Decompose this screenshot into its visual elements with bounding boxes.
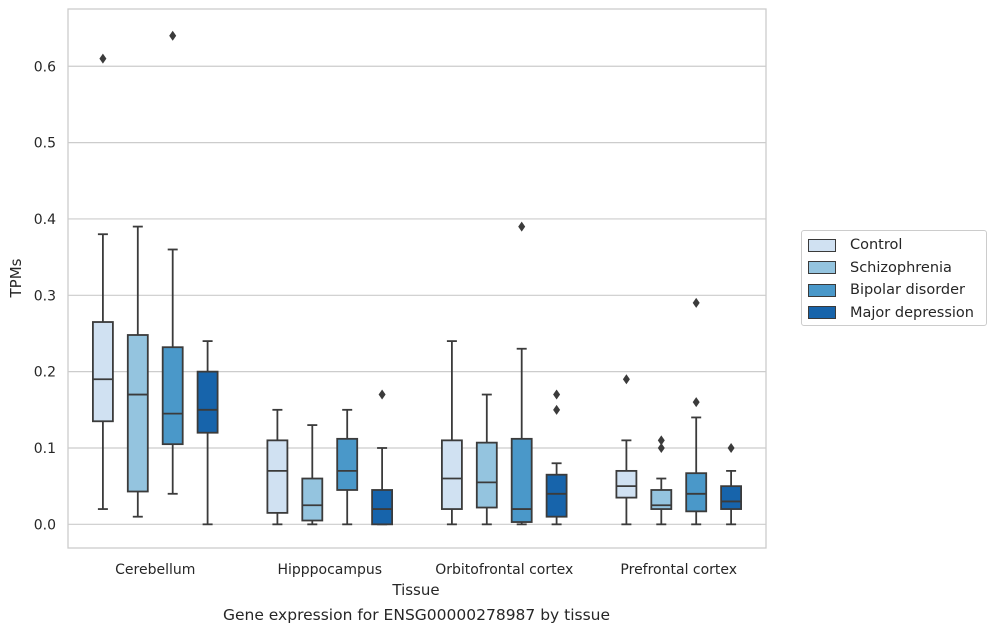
legend: Control Schizophrenia Bipolar disorder Majo… xyxy=(801,230,987,326)
box xyxy=(475,393,498,526)
plot-frame xyxy=(67,8,767,549)
legend-label: Bipolar disorder xyxy=(850,282,965,298)
box xyxy=(301,424,324,526)
outlier-point xyxy=(692,297,700,308)
box xyxy=(196,340,219,526)
outlier-point xyxy=(99,53,107,64)
x-tick-label: Cerebellum xyxy=(115,562,195,578)
outlier-point xyxy=(657,435,665,446)
legend-label: Major depression xyxy=(850,304,974,321)
box xyxy=(92,53,114,510)
axis-ticks: 0.0 0.1 0.2 0.3 0.4 0.5 0.6 Cerebellum Hipppocam… xyxy=(34,59,737,578)
x-tick-label: Prefrontal cortex xyxy=(620,562,737,578)
y-tick-label: 0.6 xyxy=(34,59,56,75)
box-body xyxy=(615,469,638,499)
box xyxy=(510,221,533,526)
outlier-point xyxy=(169,30,177,41)
box xyxy=(371,389,394,526)
box-body xyxy=(301,477,324,522)
outlier-point xyxy=(622,374,630,385)
x-tick-label: Orbitofrontal cortex xyxy=(435,562,573,578)
legend-item: Bipolar disorder xyxy=(808,280,965,300)
outlier-point xyxy=(553,404,561,415)
grid-lines xyxy=(68,65,766,525)
box-body xyxy=(685,472,708,513)
box-body xyxy=(545,473,568,518)
box-body xyxy=(266,439,289,514)
outlier-point xyxy=(657,442,665,453)
box xyxy=(336,408,359,526)
box-body xyxy=(161,346,184,446)
box-body xyxy=(92,321,114,423)
box xyxy=(161,30,184,495)
box xyxy=(720,442,742,526)
box-body xyxy=(126,334,149,493)
box xyxy=(440,340,463,526)
box-body xyxy=(720,485,742,510)
outlier-point xyxy=(553,389,561,400)
box xyxy=(685,297,708,526)
legend-item: Schizophrenia xyxy=(808,258,952,278)
outlier-point xyxy=(727,442,735,453)
y-tick-label: 0.3 xyxy=(34,288,56,304)
legend-swatch xyxy=(808,261,836,274)
box xyxy=(650,435,673,526)
box xyxy=(615,374,638,526)
box-plot-series xyxy=(92,30,742,526)
y-tick-label: 0.0 xyxy=(34,517,56,533)
box-body xyxy=(510,437,533,523)
outlier-point xyxy=(378,389,386,400)
box-body xyxy=(475,441,498,509)
x-axis-label: Tissue xyxy=(391,581,439,599)
legend-label: Schizophrenia xyxy=(850,259,952,276)
box xyxy=(545,389,568,526)
y-tick-label: 0.1 xyxy=(34,441,56,457)
legend-swatch xyxy=(808,306,836,319)
box xyxy=(266,408,289,526)
legend-swatch xyxy=(808,283,836,297)
y-tick-label: 0.2 xyxy=(34,365,56,381)
legend-item: Major depression xyxy=(808,303,974,323)
y-axis-label: TPMs xyxy=(7,258,25,298)
box-body xyxy=(650,489,673,510)
box-body xyxy=(371,489,394,526)
legend-swatch xyxy=(808,238,836,252)
box-body xyxy=(336,437,359,491)
y-tick-label: 0.5 xyxy=(34,136,56,152)
box xyxy=(126,225,149,518)
box-body xyxy=(440,439,463,510)
legend-item: Control xyxy=(808,235,902,255)
outlier-point xyxy=(518,221,526,232)
box-body xyxy=(196,370,219,434)
x-tick-label: Hipppocampus xyxy=(277,562,382,578)
y-tick-label: 0.4 xyxy=(34,212,56,228)
chart-caption: Gene expression for ENSG00000278987 by t… xyxy=(222,606,611,624)
outlier-point xyxy=(692,397,700,408)
legend-label: Control xyxy=(850,237,903,253)
